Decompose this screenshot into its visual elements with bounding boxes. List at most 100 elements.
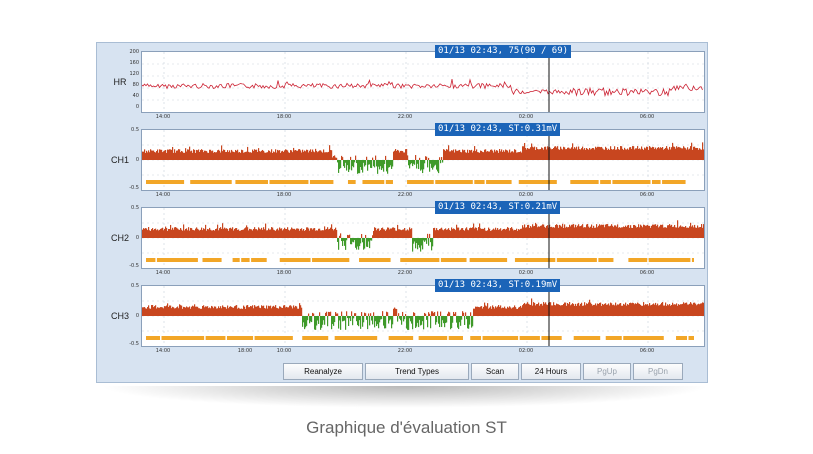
- st-bar: [608, 226, 610, 238]
- ch3-chart[interactable]: [141, 285, 705, 347]
- st-bar: [477, 306, 479, 316]
- st-bar: [323, 230, 325, 238]
- st-bar: [502, 229, 504, 238]
- st-bar: [469, 149, 471, 160]
- trend-types-button[interactable]: Trend Types: [365, 363, 469, 380]
- st-bar: [687, 147, 689, 160]
- st-bar: [397, 224, 399, 238]
- st-bar: [337, 160, 339, 163]
- st-bar: [322, 230, 324, 238]
- st-bar: [598, 146, 600, 160]
- st-bar: [673, 146, 675, 160]
- st-bar: [326, 228, 328, 238]
- st-bar: [658, 147, 660, 160]
- st-bar: [188, 307, 190, 316]
- st-bar: [690, 222, 692, 238]
- st-bar: [275, 305, 277, 316]
- ch2-chart[interactable]: [141, 207, 705, 269]
- st-bar: [247, 146, 249, 160]
- ch1-trace: [142, 130, 704, 190]
- pgup-button[interactable]: PgUp: [583, 363, 631, 380]
- st-bar: [361, 312, 363, 316]
- st-bar: [426, 316, 428, 320]
- st-bar: [291, 227, 293, 238]
- st-bar: [320, 316, 322, 330]
- st-bar: [671, 147, 673, 160]
- st-bar: [469, 316, 471, 325]
- st-bar: [521, 307, 523, 316]
- st-bar: [432, 311, 434, 316]
- st-bar: [210, 308, 212, 316]
- st-bar: [532, 146, 534, 160]
- st-bar: [294, 228, 296, 238]
- st-bar: [638, 224, 640, 238]
- st-bar: [584, 148, 586, 160]
- st-bar: [400, 316, 402, 321]
- st-bar: [173, 152, 175, 160]
- st-bar: [477, 152, 479, 160]
- st-bar: [427, 316, 429, 328]
- scan-button[interactable]: Scan: [471, 363, 519, 380]
- st-bar: [240, 230, 242, 238]
- st-bar: [670, 305, 672, 316]
- st-bar: [565, 302, 567, 316]
- st-bar: [479, 223, 481, 238]
- st-bar: [213, 230, 215, 238]
- st-bar: [153, 307, 155, 316]
- st-bar: [182, 308, 184, 316]
- st-bar: [669, 304, 671, 316]
- st-bar: [152, 228, 154, 238]
- st-bar: [208, 308, 210, 316]
- st-bar: [647, 146, 649, 160]
- st-bar: [498, 152, 500, 160]
- hr-chart[interactable]: [141, 51, 705, 113]
- st-bar: [663, 149, 665, 160]
- st-bar: [292, 152, 294, 160]
- ch3-yticks: 0.5 0 -0.5: [125, 283, 139, 347]
- st-bar: [252, 149, 254, 160]
- st-bar: [201, 308, 203, 316]
- st-bar: [652, 146, 654, 160]
- st-bar: [366, 316, 368, 320]
- st-bar: [328, 151, 330, 160]
- st-bar: [500, 228, 502, 238]
- reanalyze-button[interactable]: Reanalyze: [283, 363, 363, 380]
- st-bar: [180, 152, 182, 160]
- st-bar: [306, 149, 308, 160]
- st-bar: [507, 306, 509, 316]
- st-bar: [335, 312, 337, 316]
- pgdn-button[interactable]: PgDn: [633, 363, 683, 380]
- st-bar: [258, 305, 260, 316]
- 24-hours-button[interactable]: 24 Hours: [521, 363, 581, 380]
- st-bar: [273, 229, 275, 238]
- st-bar: [703, 302, 704, 316]
- st-bar: [641, 146, 643, 160]
- st-bar: [480, 228, 482, 238]
- st-bar: [364, 312, 366, 316]
- st-bar: [460, 316, 462, 326]
- st-bar: [615, 302, 617, 316]
- st-bar: [434, 160, 436, 166]
- st-bar: [475, 151, 477, 160]
- st-bar: [452, 229, 454, 238]
- st-bar: [362, 316, 364, 327]
- st-bar: [493, 306, 495, 316]
- st-bar: [166, 305, 168, 316]
- st-bar: [639, 227, 641, 238]
- st-bar: [216, 152, 218, 160]
- st-bar: [292, 228, 294, 238]
- st-bar: [309, 150, 311, 160]
- st-bar: [411, 316, 413, 324]
- st-bar: [660, 147, 662, 160]
- st-bar: [178, 308, 180, 316]
- st-bar: [390, 160, 392, 166]
- ch1-chart[interactable]: [141, 129, 705, 191]
- st-bar: [143, 228, 145, 238]
- ch2-xtick: 18:00: [276, 270, 292, 276]
- st-bar: [592, 227, 594, 238]
- st-bar: [659, 148, 661, 160]
- st-bar: [491, 308, 493, 316]
- st-bar: [581, 225, 583, 238]
- st-bar: [396, 230, 398, 238]
- st-bar: [238, 307, 240, 316]
